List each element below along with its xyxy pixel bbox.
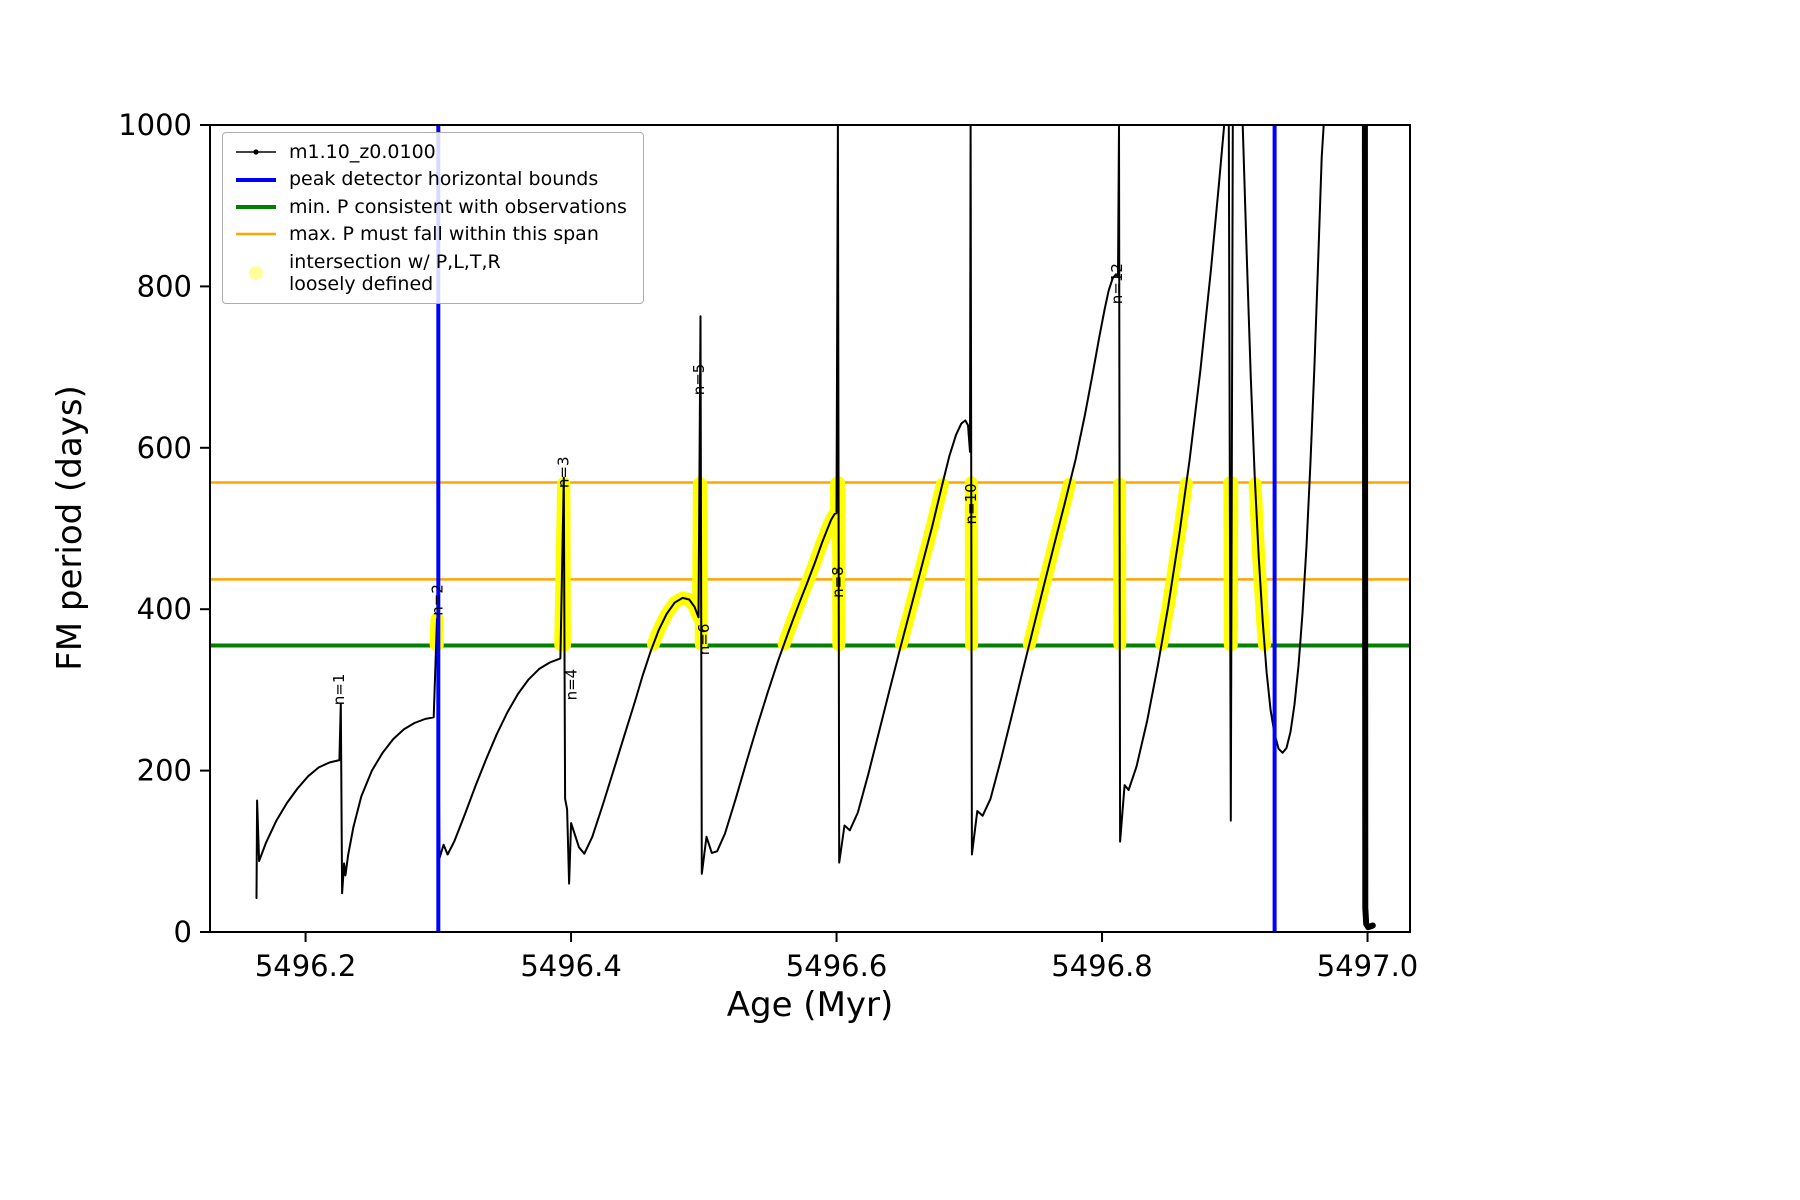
y-tick-label: 400 <box>137 592 192 626</box>
mode-label-n-2: n=2 <box>428 584 446 616</box>
mode-label-n-8: n=8 <box>829 566 847 598</box>
axis-ticks: 5496.2 5496.4 5496.6 5496.8 5497.0 0 200 400 600… <box>118 108 1418 983</box>
curve-segment-2 <box>1241 125 1325 754</box>
legend-item-2: min. P consistent with observations <box>233 196 627 218</box>
legend-line-icon-2 <box>233 196 279 218</box>
legend-item-4: intersection w/ P,L,T,R loosely defined <box>233 251 627 296</box>
mode-label-n-6: n=6 <box>695 624 713 656</box>
legend-label-0: m1.10_z0.0100 <box>289 141 436 163</box>
mode-label-n-4: n=4 <box>562 669 580 701</box>
x-tick-label: 5496.2 <box>255 949 356 983</box>
x-tick-label: 5497.0 <box>1317 949 1418 983</box>
legend-line-icon-0 <box>233 141 279 163</box>
legend-item-3: max. P must fall within this span <box>233 223 627 245</box>
curve-segment-3 <box>1361 125 1376 931</box>
legend-line-icon-1 <box>233 169 279 191</box>
legend-label-4: intersection w/ P,L,T,R loosely defined <box>289 250 501 296</box>
legend-label-2: min. P consistent with observations <box>289 195 627 218</box>
curve-segment-0 <box>255 125 1226 900</box>
y-tick-label: 600 <box>137 431 192 465</box>
legend-item-1: peak detector horizontal bounds <box>233 168 627 190</box>
legend-label-1: peak detector horizontal bounds <box>289 168 599 191</box>
legend-item-0: m1.10_z0.0100 <box>233 141 627 163</box>
mode-label-n-1: n=1 <box>330 674 348 706</box>
legend-marker-icon-4 <box>233 262 279 284</box>
legend-label-3: max. P must fall within this span <box>289 223 599 246</box>
axes-box <box>209 124 1411 933</box>
mode-labels: n=1 n=2 n=3 n=4 n=5 n=6 n=8 n=10 n=12 <box>330 263 1126 705</box>
y-tick-label: 800 <box>137 269 192 303</box>
highlight-segment <box>646 477 706 651</box>
mode-label-n-12: n=12 <box>1108 263 1126 304</box>
x-tick-label: 5496.8 <box>1051 949 1152 983</box>
x-tick-label: 5496.4 <box>520 949 621 983</box>
y-tick-label: 1000 <box>118 108 192 142</box>
curve-m1.10_z0.0100 <box>255 125 1376 931</box>
mode-label-n-3: n=3 <box>554 456 572 488</box>
y-tick-label: 0 <box>174 915 192 949</box>
y-axis-label: FM period (days) <box>50 385 90 671</box>
legend-line-icon-3 <box>233 223 279 245</box>
y-tick-label: 200 <box>137 754 192 788</box>
x-axis-label: Age (Myr) <box>726 985 894 1025</box>
curve-segment-1 <box>1227 125 1234 822</box>
mode-label-n-10: n=10 <box>962 483 980 524</box>
mode-label-n-5: n=5 <box>690 364 708 396</box>
x-tick-label: 5496.6 <box>786 949 887 983</box>
